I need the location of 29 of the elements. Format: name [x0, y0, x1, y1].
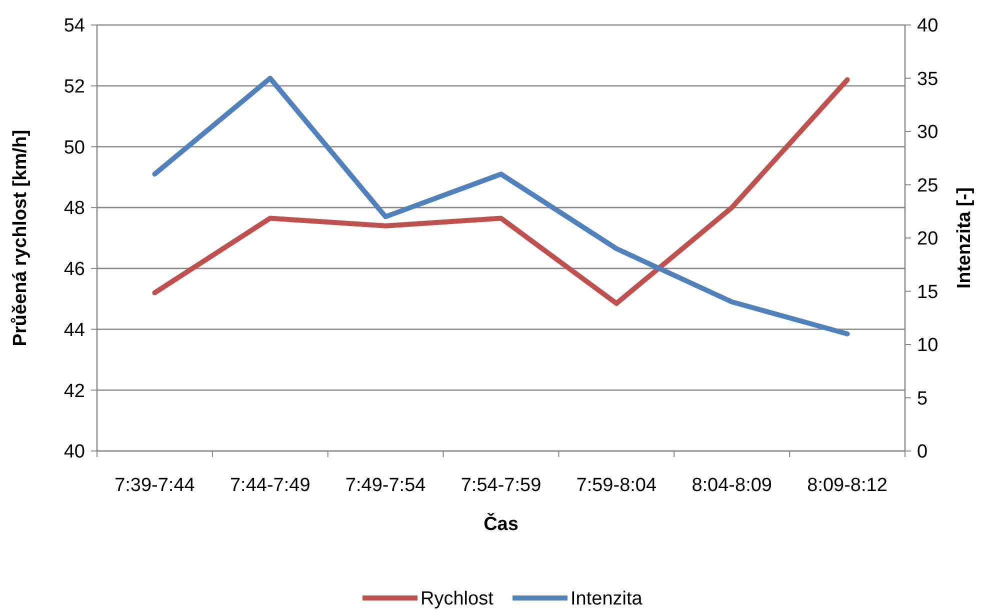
y-tick-label: 44 — [64, 320, 86, 341]
y2-tick-label: 15 — [917, 282, 938, 303]
y-tick-label: 40 — [64, 442, 85, 463]
y2-tick-label: 35 — [917, 68, 938, 90]
x-tick-label: 7:39-7:44 — [114, 475, 196, 496]
y2-axis-title: Intenzita [-] — [954, 187, 975, 289]
y2-tick-label: 20 — [917, 228, 938, 250]
y2-tick-label: 30 — [917, 122, 938, 144]
legend-label: Rychlost — [420, 588, 494, 610]
y-tick-label: 50 — [64, 137, 85, 158]
x-tick-label: 7:54-7:59 — [460, 475, 542, 496]
x-axis-title: Čas — [484, 512, 518, 535]
x-tick-label: 8:09-8:12 — [807, 475, 888, 496]
y-tick-label: 48 — [64, 198, 85, 220]
y2-tick-label: 40 — [917, 16, 938, 37]
y-tick-label: 42 — [64, 380, 85, 402]
y-tick-label: 46 — [64, 259, 85, 280]
y2-tick-label: 10 — [917, 335, 938, 356]
y-axis-title: Průěená rychlost [km/h] — [10, 130, 31, 346]
y2-tick-label: 25 — [917, 175, 938, 196]
x-tick-label: 7:49-7:54 — [345, 475, 426, 496]
x-tick-label: 7:44-7:49 — [230, 475, 310, 496]
y2-tick-label: 0 — [917, 442, 928, 463]
x-tick-label: 8:04-8:09 — [692, 475, 772, 496]
legend-label: Intenzita — [570, 588, 643, 610]
y-tick-label: 54 — [64, 16, 86, 37]
y-tick-label: 52 — [64, 76, 85, 98]
y2-tick-label: 5 — [917, 388, 928, 410]
x-tick-label: 7:59-8:04 — [576, 475, 657, 496]
